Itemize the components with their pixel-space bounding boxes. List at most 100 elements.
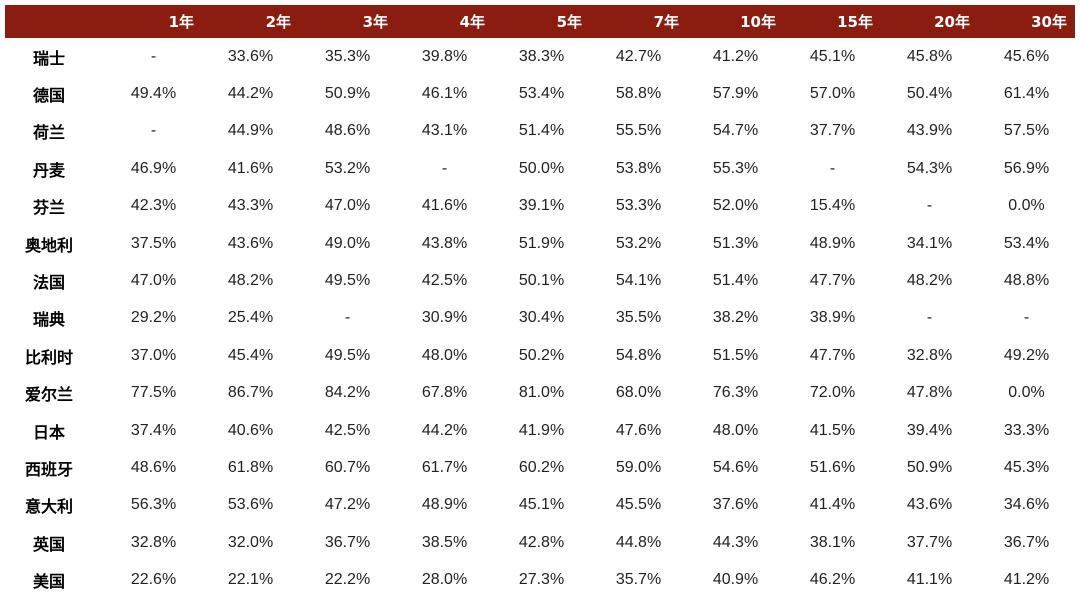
value-cell: 50.9%: [906, 458, 953, 476]
header-row: 1年 2年 3年 4年 5年 7年 10年 15年 20年 30年: [5, 5, 1075, 38]
value-cell: 35.5%: [615, 309, 662, 327]
value-cell: 38.3%: [518, 47, 565, 65]
value-cell: 39.4%: [906, 421, 953, 439]
table-body: 瑞士 - 33.6% 35.3% 39.8% 38.3% 42.7% 41.2% 45.1% 45…: [5, 38, 1075, 599]
value-cell: 49.0%: [324, 234, 371, 252]
value-cell: 50.9%: [324, 85, 371, 103]
value-cell: 25.4%: [227, 309, 274, 327]
value-cell: 47.0%: [324, 197, 371, 215]
value-cell: 42.7%: [615, 47, 662, 65]
value-cell: 48.2%: [906, 272, 953, 290]
value-cell: 53.6%: [227, 496, 274, 514]
value-cell: 45.3%: [1003, 458, 1050, 476]
value-cell: 32.8%: [130, 533, 177, 551]
value-cell: 37.5%: [130, 234, 177, 252]
value-cell: 53.4%: [518, 85, 565, 103]
value-cell: 59.0%: [615, 458, 662, 476]
country-label: 芬兰: [32, 198, 65, 218]
value-cell: 45.4%: [227, 346, 274, 364]
country-label: 法国: [32, 273, 65, 293]
value-cell: 49.5%: [324, 272, 371, 290]
value-cell: 44.2%: [421, 421, 468, 439]
value-cell: 43.9%: [906, 122, 953, 140]
table-row: 德国 49.4% 44.2% 50.9% 46.1% 53.4% 58.8% 57.9% 57.…: [5, 75, 1075, 112]
value-cell: 30.4%: [518, 309, 565, 327]
value-cell: 29.2%: [130, 309, 177, 327]
value-cell: 47.7%: [809, 346, 856, 364]
value-cell: 45.5%: [615, 496, 662, 514]
value-cell: 86.7%: [227, 384, 274, 402]
country-label: 瑞士: [32, 48, 65, 68]
value-cell: 34.1%: [906, 234, 953, 252]
value-cell: 57.0%: [809, 85, 856, 103]
value-cell: 46.1%: [421, 85, 468, 103]
value-cell: 44.8%: [615, 533, 662, 551]
value-cell: 48.9%: [421, 496, 468, 514]
value-cell: 39.1%: [518, 197, 565, 215]
value-cell: 38.5%: [421, 533, 468, 551]
header-cell: [5, 5, 105, 38]
value-cell: 30.9%: [421, 309, 468, 327]
table-row: 爱尔兰 77.5% 86.7% 84.2% 67.8% 81.0% 68.0% 76.3% 72…: [5, 375, 1075, 412]
value-cell: 32.8%: [906, 346, 953, 364]
value-cell: -: [926, 197, 933, 215]
country-label: 西班牙: [24, 459, 73, 479]
country-label: 英国: [32, 534, 65, 554]
table-row: 荷兰 - 44.9% 48.6% 43.1% 51.4% 55.5% 54.7% 37.7% 43…: [5, 113, 1075, 150]
value-cell: 57.5%: [1003, 122, 1050, 140]
value-cell: 48.8%: [1003, 272, 1050, 290]
value-cell: 55.3%: [712, 159, 759, 177]
value-cell: 49.4%: [130, 85, 177, 103]
value-cell: 38.2%: [712, 309, 759, 327]
value-cell: 32.0%: [227, 533, 274, 551]
table-row: 意大利 56.3% 53.6% 47.2% 48.9% 45.1% 45.5% 37.6% 41…: [5, 487, 1075, 524]
value-cell: 44.2%: [227, 85, 274, 103]
value-cell: 50.0%: [518, 159, 565, 177]
value-cell: 44.3%: [712, 533, 759, 551]
value-cell: 43.1%: [421, 122, 468, 140]
value-cell: 37.7%: [906, 533, 953, 551]
value-cell: -: [1023, 309, 1030, 327]
value-cell: 33.6%: [227, 47, 274, 65]
value-cell: 36.7%: [1003, 533, 1050, 551]
value-cell: 48.9%: [809, 234, 856, 252]
value-cell: 45.1%: [518, 496, 565, 514]
value-cell: 54.7%: [712, 122, 759, 140]
value-cell: 81.0%: [518, 384, 565, 402]
table-row: 丹麦 46.9% 41.6% 53.2% - 50.0% 53.8% 55.3% - 54.3% 5…: [5, 150, 1075, 187]
header-cell: 30年: [1031, 13, 1067, 31]
value-cell: 45.1%: [809, 47, 856, 65]
value-cell: 41.5%: [809, 421, 856, 439]
value-cell: 39.8%: [421, 47, 468, 65]
country-label: 意大利: [24, 497, 73, 517]
value-cell: 76.3%: [712, 384, 759, 402]
country-label: 荷兰: [32, 123, 65, 143]
value-cell: 0.0%: [1008, 384, 1045, 402]
table-row: 瑞典 29.2% 25.4% - 30.9% 30.4% 35.5% 38.2% 38.9% - -: [5, 300, 1075, 337]
value-cell: -: [150, 47, 157, 65]
value-cell: 33.3%: [1003, 421, 1050, 439]
value-cell: 42.3%: [130, 197, 177, 215]
value-cell: 53.8%: [615, 159, 662, 177]
value-cell: 22.6%: [130, 571, 177, 589]
country-label: 美国: [32, 572, 65, 592]
value-cell: 47.8%: [906, 384, 953, 402]
value-cell: 37.6%: [712, 496, 759, 514]
value-cell: 48.2%: [227, 272, 274, 290]
value-cell: 61.7%: [421, 458, 468, 476]
value-cell: 0.0%: [1008, 197, 1045, 215]
country-label: 丹麦: [32, 160, 65, 180]
value-cell: 53.2%: [615, 234, 662, 252]
value-cell: 47.6%: [615, 421, 662, 439]
value-cell: 42.5%: [324, 421, 371, 439]
table-row: 英国 32.8% 32.0% 36.7% 38.5% 42.8% 44.8% 44.3% 38.…: [5, 524, 1075, 561]
country-label: 奥地利: [24, 235, 73, 255]
table-row: 瑞士 - 33.6% 35.3% 39.8% 38.3% 42.7% 41.2% 45.1% 45…: [5, 38, 1075, 75]
value-cell: 50.4%: [906, 85, 953, 103]
value-cell: 41.9%: [518, 421, 565, 439]
value-cell: 54.3%: [906, 159, 953, 177]
value-cell: 34.6%: [1003, 496, 1050, 514]
value-cell: 27.3%: [518, 571, 565, 589]
value-cell: 84.2%: [324, 384, 371, 402]
value-cell: 51.5%: [712, 346, 759, 364]
